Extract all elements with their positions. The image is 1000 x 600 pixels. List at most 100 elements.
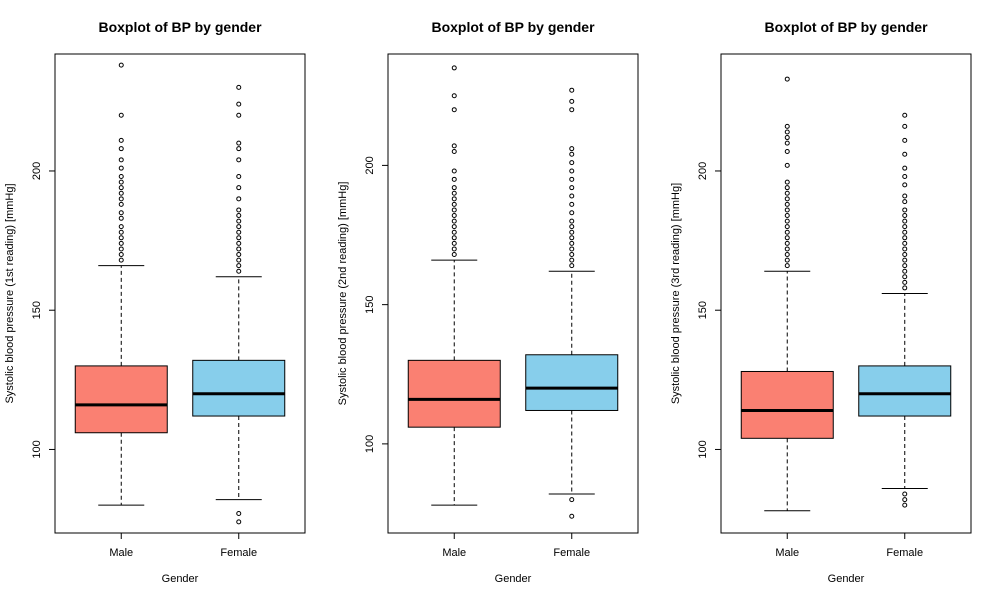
outlier-point (451, 218, 457, 224)
outlier-point (569, 210, 575, 216)
y-tick-label: 100 (31, 440, 43, 458)
outlier-point (902, 193, 908, 199)
outlier-point (451, 148, 457, 154)
x-tick-label: Female (220, 547, 257, 559)
outlier-point (236, 174, 242, 180)
outlier-point (451, 246, 457, 252)
box-female (525, 354, 619, 411)
outlier-point (118, 201, 124, 207)
outlier-point (902, 213, 908, 219)
outlier-point (118, 196, 124, 202)
outlier-point (902, 491, 908, 497)
outlier-point (118, 157, 124, 163)
outlier-point (569, 107, 575, 113)
outlier-point (569, 246, 575, 252)
outlier-point (451, 207, 457, 213)
outlier-point (236, 268, 242, 274)
y-axis-label: Systolic blood pressure (2nd reading) [m… (337, 182, 349, 406)
y-tick-label: 200 (364, 156, 376, 174)
outlier-point (451, 201, 457, 207)
y-axis-label: Systolic blood pressure (1st reading) [m… (4, 183, 16, 403)
outlier-point (902, 257, 908, 263)
outlier-point (236, 213, 242, 219)
plot-frame (54, 53, 306, 534)
box-female (192, 359, 286, 417)
y-tick-label: 100 (697, 440, 709, 458)
outlier-point (118, 165, 124, 171)
outlier-point (118, 185, 124, 191)
outlier-point (784, 218, 790, 224)
y-tick-label: 150 (31, 301, 43, 319)
outlier-point (118, 137, 124, 143)
outlier-point (902, 502, 908, 508)
outlier-point (784, 224, 790, 230)
outlier-point (784, 235, 790, 241)
outlier-point (236, 101, 242, 107)
outlier-point (118, 240, 124, 246)
outlier-point (569, 235, 575, 241)
outlier-point (902, 112, 908, 118)
outlier-point (902, 240, 908, 246)
outlier-point (236, 112, 242, 118)
outlier-point (569, 252, 575, 258)
x-axis-label: Gender (495, 573, 532, 585)
y-tick-label: 100 (364, 435, 376, 453)
outlier-point (236, 157, 242, 163)
outlier-point (902, 151, 908, 157)
y-tick-label: 200 (31, 162, 43, 180)
outlier-point (902, 182, 908, 188)
outlier-point (236, 235, 242, 241)
outlier-point (784, 246, 790, 252)
outlier-point (784, 190, 790, 196)
outlier-point (569, 201, 575, 207)
outlier-point (236, 257, 242, 263)
outlier-point (118, 112, 124, 118)
outlier-point (118, 246, 124, 252)
outlier-point (236, 511, 242, 517)
outlier-point (902, 218, 908, 224)
outlier-point (784, 179, 790, 185)
outlier-point (236, 185, 242, 191)
outlier-point (902, 224, 908, 230)
outlier-point (118, 257, 124, 263)
outlier-point (451, 185, 457, 191)
outlier-point (569, 513, 575, 519)
outlier-point (236, 146, 242, 152)
plot-frame (720, 53, 972, 534)
outlier-point (569, 185, 575, 191)
outlier-point (569, 168, 575, 174)
outlier-point (236, 252, 242, 258)
outlier-point (569, 193, 575, 199)
chart-title: Boxplot of BP by gender (764, 19, 928, 35)
outlier-point (569, 229, 575, 235)
outlier-point (236, 196, 242, 202)
outlier-point (902, 199, 908, 205)
outlier-point (118, 146, 124, 152)
outlier-point (784, 185, 790, 191)
outlier-point (118, 229, 124, 235)
chart-title: Boxplot of BP by gender (431, 19, 595, 35)
y-axis-label: Systolic blood pressure (3rd reading) [m… (670, 183, 682, 404)
outlier-point (118, 62, 124, 68)
box-male (74, 365, 168, 434)
outlier-point (784, 207, 790, 213)
outlier-point (902, 174, 908, 180)
outlier-point (784, 201, 790, 207)
outlier-point (902, 279, 908, 285)
box-male (740, 370, 834, 439)
outlier-point (118, 235, 124, 241)
outlier-point (451, 224, 457, 230)
outlier-point (784, 257, 790, 263)
outlier-point (569, 224, 575, 230)
outlier-point (569, 146, 575, 152)
outlier-point (236, 263, 242, 269)
outlier-point (118, 190, 124, 196)
outlier-point (784, 148, 790, 154)
box-male (407, 359, 501, 428)
outlier-point (236, 240, 242, 246)
outlier-point (902, 137, 908, 143)
x-tick-label: Female (886, 547, 923, 559)
outlier-point (451, 93, 457, 99)
outlier-point (451, 176, 457, 182)
